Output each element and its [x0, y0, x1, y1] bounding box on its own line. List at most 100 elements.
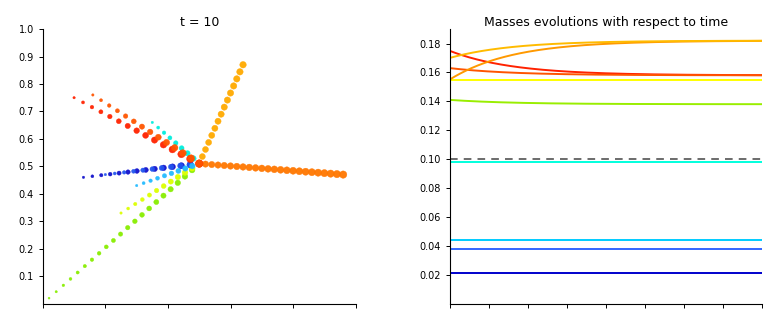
Point — [166, 147, 179, 152]
Point — [93, 251, 105, 256]
Point — [138, 181, 150, 186]
Title: Masses evolutions with respect to time: Masses evolutions with respect to time — [484, 16, 728, 29]
Title: t = 10: t = 10 — [180, 16, 219, 29]
Point — [184, 162, 196, 167]
Point — [193, 161, 205, 166]
Point — [121, 123, 134, 129]
Point — [115, 211, 128, 216]
Point — [215, 112, 227, 117]
Point — [193, 161, 205, 166]
Point — [65, 276, 77, 282]
Point — [118, 170, 131, 175]
Point — [157, 183, 170, 189]
Point — [77, 175, 89, 180]
Point — [86, 174, 99, 179]
Point — [221, 98, 233, 103]
Point — [175, 151, 187, 157]
Point — [131, 183, 143, 188]
Point — [218, 163, 230, 168]
Point — [86, 105, 98, 110]
Point — [129, 202, 142, 207]
Point — [186, 163, 198, 169]
Point — [150, 199, 163, 205]
Point — [169, 145, 181, 150]
Point — [157, 193, 170, 198]
Point — [205, 133, 218, 138]
Point — [143, 193, 156, 198]
Point — [179, 170, 191, 175]
Point — [107, 238, 120, 243]
Point — [186, 167, 198, 172]
Point — [131, 168, 143, 173]
Point — [300, 169, 312, 174]
Point — [95, 109, 107, 114]
Point — [193, 161, 205, 166]
Point — [337, 172, 349, 177]
Point — [108, 171, 121, 176]
Point — [160, 140, 173, 145]
Point — [268, 167, 281, 172]
Point — [212, 162, 224, 168]
Point — [306, 170, 318, 175]
Point — [165, 179, 177, 184]
Point — [193, 161, 205, 166]
Point — [156, 165, 168, 171]
Point — [181, 151, 194, 156]
Point — [185, 156, 198, 161]
Point — [77, 100, 89, 105]
Point — [158, 130, 170, 135]
Point — [146, 167, 159, 172]
Point — [43, 296, 55, 301]
Point — [86, 257, 98, 262]
Point — [193, 161, 205, 166]
Point — [165, 171, 177, 176]
Point — [165, 164, 177, 170]
Point — [151, 176, 163, 181]
Point — [144, 129, 156, 134]
Point — [164, 187, 177, 192]
Point — [205, 162, 218, 167]
Point — [157, 142, 170, 147]
Point — [193, 161, 205, 166]
Point — [79, 264, 91, 269]
Point — [281, 168, 293, 173]
Point — [243, 165, 255, 170]
Point — [122, 170, 135, 175]
Point — [199, 147, 212, 152]
Point — [146, 120, 159, 125]
Point — [114, 232, 127, 237]
Point — [227, 83, 240, 89]
Point — [145, 178, 157, 183]
Point — [249, 165, 261, 171]
Point — [218, 105, 230, 110]
Point — [103, 114, 116, 119]
Point — [237, 164, 249, 170]
Point — [177, 151, 189, 156]
Point — [331, 172, 343, 177]
Point — [174, 163, 187, 168]
Point — [193, 161, 205, 166]
Point — [262, 166, 275, 172]
Point — [212, 119, 224, 124]
Point — [202, 140, 215, 145]
Point — [312, 170, 324, 175]
Point — [57, 283, 69, 288]
Point — [113, 119, 125, 124]
Point — [209, 126, 221, 131]
Point — [184, 162, 197, 167]
Point — [187, 156, 200, 161]
Point — [152, 125, 164, 130]
Point — [50, 289, 62, 294]
Point — [175, 163, 187, 168]
Point — [150, 188, 163, 193]
Point — [131, 128, 143, 133]
Point — [137, 168, 149, 173]
Point — [193, 161, 205, 166]
Point — [324, 171, 337, 176]
Point — [179, 174, 191, 179]
Point — [121, 225, 134, 230]
Point — [275, 167, 287, 172]
Point — [158, 173, 170, 178]
Point — [224, 163, 237, 169]
Point — [136, 212, 149, 217]
